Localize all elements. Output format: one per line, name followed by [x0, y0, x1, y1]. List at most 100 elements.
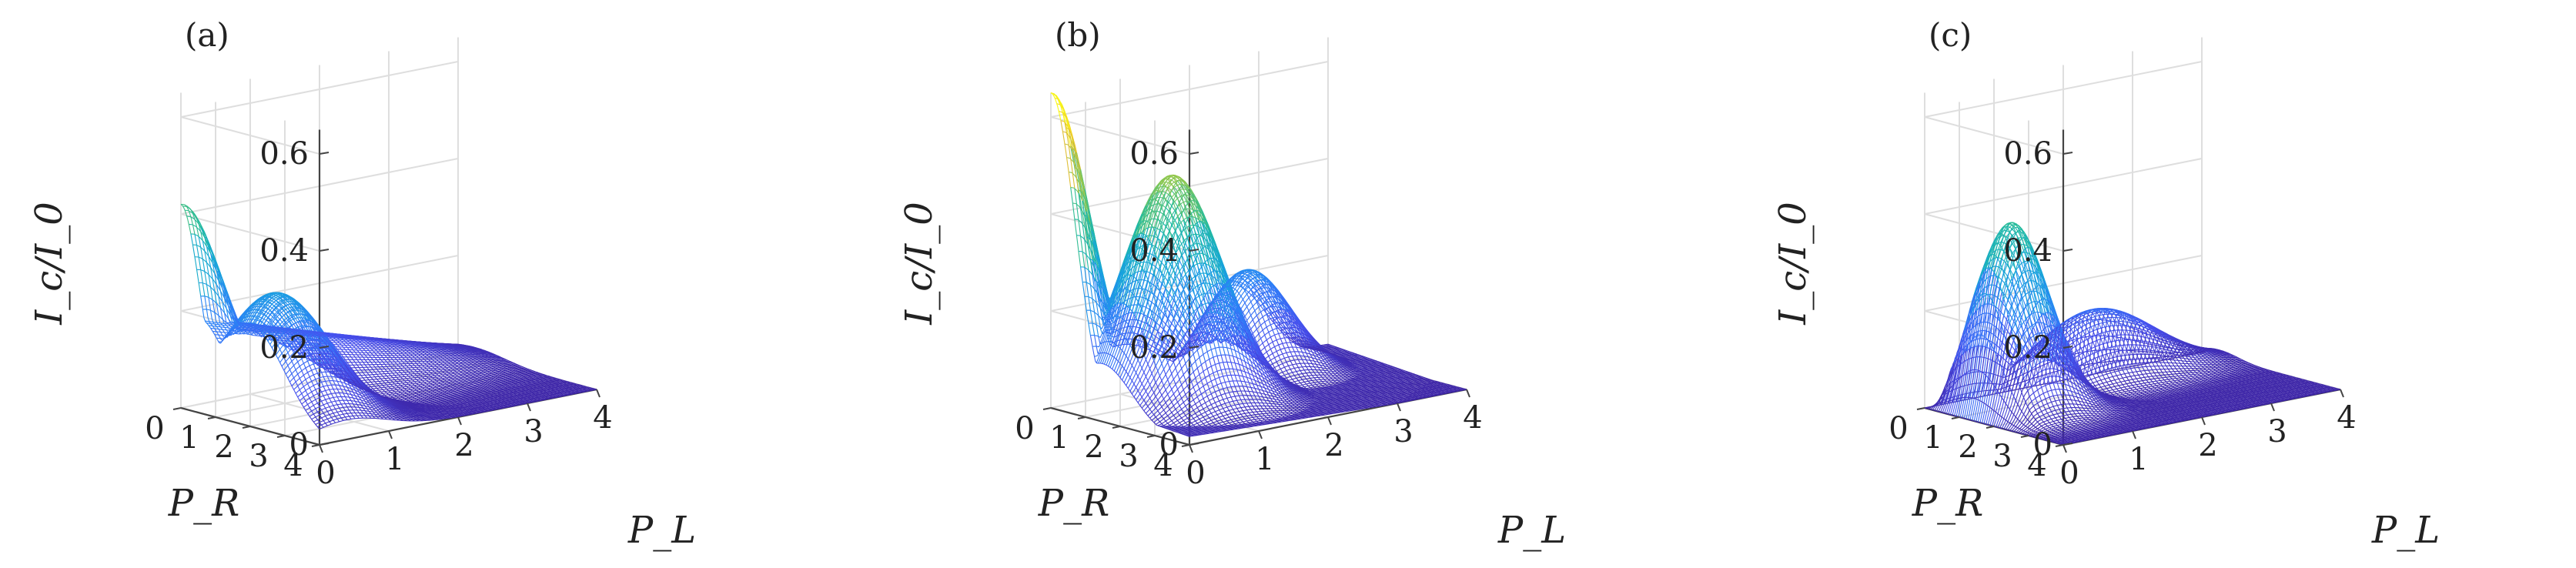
mesh-line [1393, 398, 1403, 403]
mesh-line [477, 381, 488, 387]
mesh-line [1236, 408, 1247, 422]
mesh-line [424, 397, 435, 403]
mesh-line [200, 296, 212, 329]
mesh-line [493, 390, 504, 395]
mesh-line [1292, 356, 1303, 374]
mesh-line [1336, 352, 1347, 357]
mesh-line [406, 379, 427, 383]
mesh-line [1303, 395, 1315, 403]
mesh-line [1447, 383, 1457, 388]
mesh-line [1082, 281, 1103, 303]
mesh-line [460, 391, 470, 396]
mesh-line [360, 354, 381, 356]
y-tick-label: 4 [283, 448, 303, 483]
mesh-line [383, 396, 393, 401]
mesh-line [1357, 364, 1368, 369]
mesh-line [1118, 319, 1139, 325]
mesh-line [1112, 311, 1132, 369]
mesh-line [1155, 278, 1166, 313]
mesh-line [1377, 360, 1388, 366]
mesh-line [1076, 235, 1097, 265]
mesh-line [1982, 292, 2002, 424]
mesh-line [388, 386, 400, 396]
mesh-line [1229, 406, 1250, 411]
mesh-line [1196, 245, 1208, 256]
mesh-line [2136, 375, 2156, 379]
mesh-line [1211, 307, 1222, 310]
mesh-line [453, 407, 464, 412]
mesh-line [1310, 372, 1321, 385]
mesh-line [420, 398, 431, 403]
mesh-line [1414, 389, 1426, 394]
mesh-line [1272, 363, 1283, 379]
mesh-line [491, 405, 502, 409]
mesh-line [422, 373, 433, 382]
mesh-line [346, 351, 358, 366]
mesh-line [1313, 346, 1325, 363]
mesh-line [1326, 409, 1337, 414]
mesh-line [1233, 412, 1253, 417]
mesh-line [1185, 379, 1196, 405]
mesh-line [1169, 195, 1190, 234]
mesh-line [2118, 380, 2139, 386]
mesh-line [1143, 195, 1155, 231]
mesh-line [457, 343, 468, 346]
mesh-line [368, 389, 380, 396]
mesh-line [1187, 252, 1208, 261]
mesh-line [1210, 312, 1222, 356]
mesh-line [398, 353, 410, 364]
mesh-line [1185, 296, 1196, 320]
mesh-line [360, 378, 381, 382]
mesh-line [313, 338, 324, 352]
mesh-line [414, 404, 425, 409]
mesh-line [1108, 292, 1119, 318]
mesh-line [305, 399, 326, 411]
mesh-line [501, 377, 512, 383]
mesh-line [285, 314, 296, 322]
mesh-line [2081, 410, 2101, 413]
mesh-line [289, 320, 300, 328]
mesh-line [1240, 321, 1252, 335]
mesh-line [553, 388, 564, 393]
z-tick-label: 0.6 [1129, 136, 1179, 172]
mesh-line [396, 400, 407, 405]
mesh-line [1393, 388, 1403, 393]
mesh-line [349, 341, 360, 353]
mesh-line [1322, 389, 1333, 395]
mesh-line [289, 382, 300, 401]
mesh-line [1230, 272, 1251, 296]
mesh-line [480, 361, 490, 368]
mesh-line [360, 405, 372, 419]
mesh-line [428, 347, 439, 356]
mesh-line [1189, 426, 1200, 431]
mesh-line [1355, 369, 1367, 374]
mesh-line [1145, 185, 1166, 236]
mesh-line [438, 344, 449, 350]
mesh-line [1123, 273, 1135, 316]
mesh-line [1248, 330, 1260, 356]
mesh-line [461, 396, 473, 401]
mesh-line [1228, 272, 1239, 286]
mesh-line [424, 376, 445, 379]
mesh-line [392, 413, 403, 421]
mesh-line [529, 373, 540, 378]
mesh-line [1347, 360, 1358, 366]
mesh-line [424, 347, 435, 356]
mesh-line [1264, 375, 1276, 395]
mesh-line [493, 379, 504, 384]
mesh-line [1215, 299, 1226, 302]
panel-0: 00.20.40.60 1 2 3 4 0 1 2 3 4I_c/I_0P_RP_L(a) [28, 16, 696, 552]
mesh-line [1181, 287, 1193, 314]
mesh-line [2122, 385, 2143, 391]
mesh-line [515, 380, 526, 386]
mesh-line [443, 393, 455, 399]
mesh-line [256, 304, 267, 320]
mesh-line [1124, 289, 1135, 296]
mesh-line [1258, 389, 1270, 406]
mesh-line [384, 410, 396, 421]
mesh-line [400, 392, 421, 397]
mesh-line [1272, 285, 1283, 297]
mesh-line [453, 397, 464, 403]
mesh-line [1211, 258, 1222, 266]
mesh-line [1151, 197, 1173, 246]
